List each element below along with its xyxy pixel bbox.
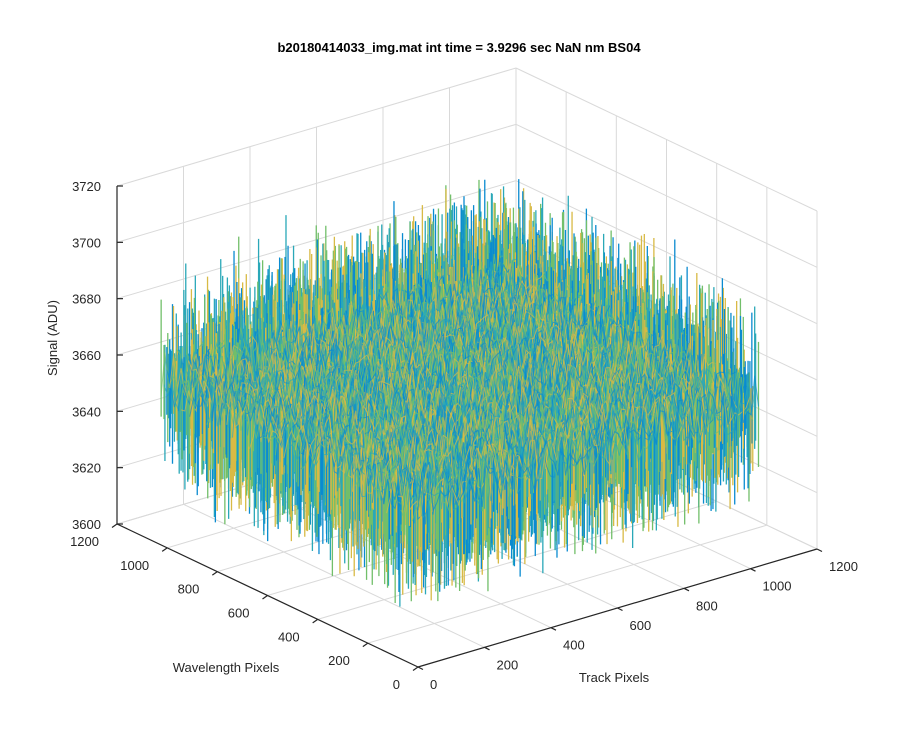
y-gridline [367,524,767,644]
y-gridline [317,500,717,620]
surface-layer [160,179,760,607]
